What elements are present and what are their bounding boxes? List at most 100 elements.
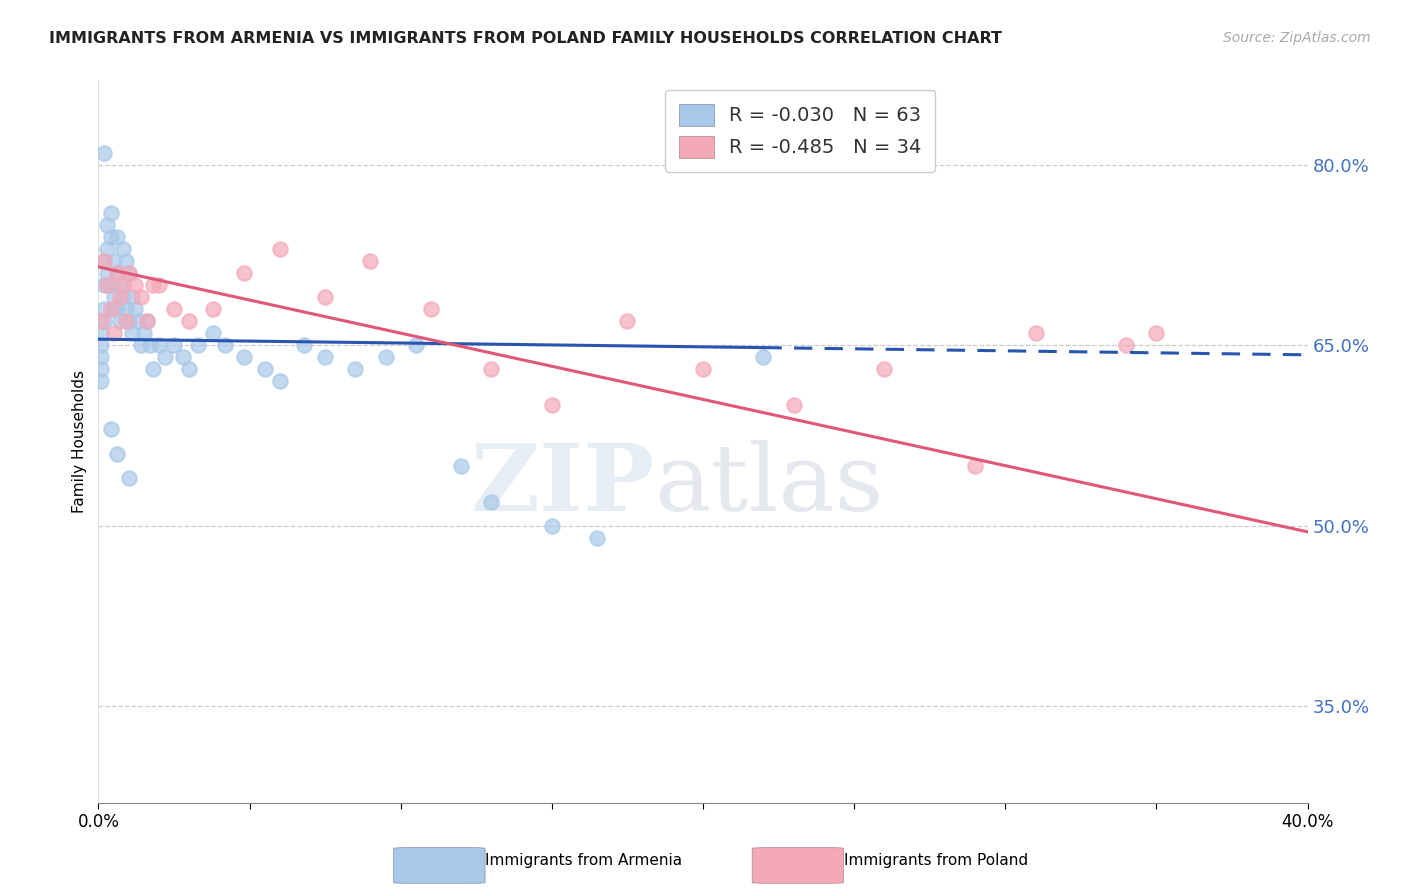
Point <box>111 290 134 304</box>
Point <box>118 470 141 484</box>
Point <box>93 145 115 160</box>
Point <box>103 326 125 340</box>
Text: IMMIGRANTS FROM ARMENIA VS IMMIGRANTS FROM POLAND FAMILY HOUSEHOLDS CORRELATION : IMMIGRANTS FROM ARMENIA VS IMMIGRANTS FR… <box>49 31 1002 46</box>
Point <box>232 266 254 280</box>
Point <box>105 266 128 280</box>
Point <box>108 314 131 328</box>
Point <box>692 362 714 376</box>
Point <box>148 277 170 292</box>
Point <box>269 374 291 388</box>
Point <box>105 266 128 280</box>
FancyBboxPatch shape <box>394 847 485 883</box>
Point <box>111 277 134 292</box>
Point <box>96 266 118 280</box>
Point <box>214 338 236 352</box>
Point <box>405 338 427 352</box>
Point <box>1024 326 1046 340</box>
Point <box>93 253 115 268</box>
Point <box>586 531 609 545</box>
Point <box>127 314 149 328</box>
Point <box>172 350 194 364</box>
Point <box>314 350 336 364</box>
Point <box>1115 338 1137 352</box>
Point <box>450 458 472 473</box>
Point <box>292 338 315 352</box>
Point <box>163 338 186 352</box>
Point <box>90 374 112 388</box>
Point <box>100 205 122 219</box>
Text: Source: ZipAtlas.com: Source: ZipAtlas.com <box>1223 31 1371 45</box>
Point <box>616 314 638 328</box>
Point <box>100 229 122 244</box>
Point <box>124 277 146 292</box>
Point <box>540 398 562 412</box>
Point <box>90 362 112 376</box>
Point <box>135 314 157 328</box>
Point <box>202 301 225 316</box>
Text: Immigrants from Poland: Immigrants from Poland <box>844 854 1028 868</box>
Point <box>232 350 254 364</box>
Point <box>118 266 141 280</box>
Point <box>114 314 136 328</box>
Point <box>142 362 165 376</box>
Point <box>187 338 209 352</box>
Point <box>105 229 128 244</box>
Point <box>93 253 115 268</box>
Point <box>179 314 201 328</box>
FancyBboxPatch shape <box>752 847 844 883</box>
Point <box>139 338 162 352</box>
Point <box>93 314 115 328</box>
Point <box>105 446 128 460</box>
Point <box>135 314 157 328</box>
Point <box>179 362 201 376</box>
Point <box>481 494 503 508</box>
Text: Immigrants from Armenia: Immigrants from Armenia <box>485 854 682 868</box>
Text: ZIP: ZIP <box>471 440 655 530</box>
Point <box>93 277 115 292</box>
Point <box>103 253 125 268</box>
Point <box>129 290 152 304</box>
Point <box>100 301 122 316</box>
Point <box>100 422 122 436</box>
Point <box>103 290 125 304</box>
Point <box>90 314 112 328</box>
Point <box>269 242 291 256</box>
Point <box>90 350 112 364</box>
Point <box>124 301 146 316</box>
Point <box>360 253 382 268</box>
Point <box>103 301 125 316</box>
Point <box>121 326 143 340</box>
Point <box>752 350 775 364</box>
Point <box>148 338 170 352</box>
Point <box>121 290 143 304</box>
Point <box>253 362 276 376</box>
Point <box>540 518 562 533</box>
Point <box>163 301 186 316</box>
Point <box>481 362 503 376</box>
Point <box>118 266 141 280</box>
Point <box>965 458 987 473</box>
Point <box>96 242 118 256</box>
Point <box>90 326 112 340</box>
Point <box>873 362 896 376</box>
Point <box>114 301 136 316</box>
Point <box>111 242 134 256</box>
Point <box>100 277 122 292</box>
Point <box>374 350 396 364</box>
Point <box>90 338 112 352</box>
Point <box>153 350 176 364</box>
Legend: R = -0.030   N = 63, R = -0.485   N = 34: R = -0.030 N = 63, R = -0.485 N = 34 <box>665 90 935 172</box>
Point <box>129 338 152 352</box>
Point <box>108 277 131 292</box>
Point <box>108 290 131 304</box>
Point <box>118 314 141 328</box>
Point <box>1144 326 1167 340</box>
Point <box>96 218 118 232</box>
Point <box>783 398 806 412</box>
Point <box>93 301 115 316</box>
Y-axis label: Family Households: Family Households <box>72 370 87 513</box>
Point <box>96 277 118 292</box>
Point <box>114 253 136 268</box>
Point <box>142 277 165 292</box>
Point <box>132 326 155 340</box>
